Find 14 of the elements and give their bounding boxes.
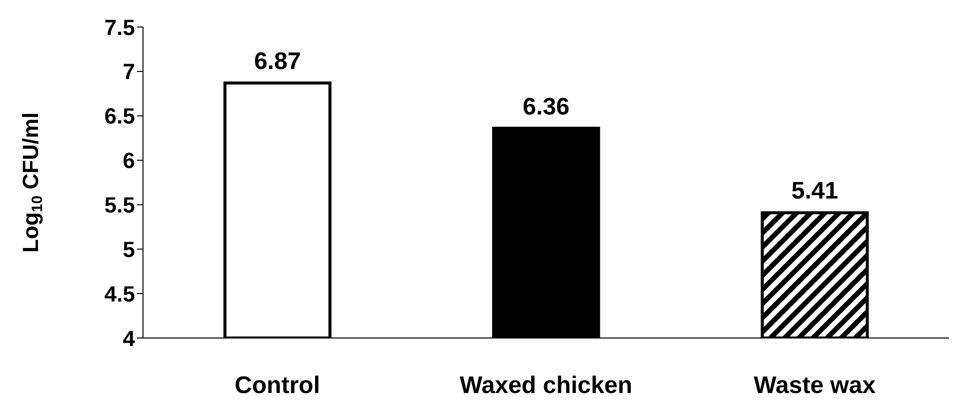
y-tick-label: 7: [122, 59, 135, 84]
y-tick-label: 6: [122, 148, 135, 174]
y-tick-label: 4.5: [104, 281, 135, 306]
data-label: 6.87: [254, 48, 301, 75]
data-label: 5.41: [791, 178, 838, 205]
y-tick-label: 7.5: [104, 14, 135, 40]
y-tick-label: 5.5: [104, 192, 135, 218]
y-tick-label: 6.5: [104, 104, 135, 129]
y-tick-label: 4: [122, 326, 136, 351]
data-label: 6.36: [522, 93, 570, 120]
x-tick-label: Waxed chicken: [460, 372, 632, 400]
x-tick-label: Control: [234, 372, 320, 400]
y-tick-label: 5: [122, 236, 135, 262]
x-tick-label: Waste wax: [754, 372, 876, 400]
